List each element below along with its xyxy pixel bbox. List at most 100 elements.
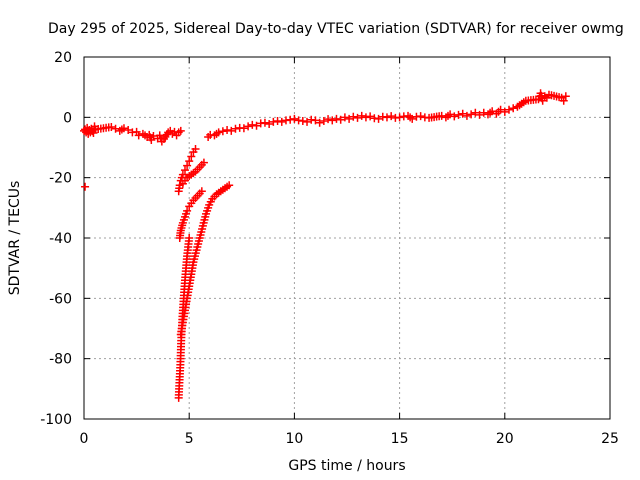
data-point-fill-0-88-2 [204, 203, 213, 212]
data-point-fill-0-87-3 [201, 212, 210, 221]
y-tick-label-4: -20 [49, 171, 72, 187]
data-point-0-100 [223, 126, 232, 135]
data-point-fill-0-143-1 [406, 113, 415, 122]
data-point-0-123 [319, 116, 328, 125]
data-point-fill-0-63-1 [177, 173, 186, 182]
data-point-0-128 [340, 113, 349, 122]
data-point-fill-0-57-1 [187, 199, 196, 208]
data-point-fill-0-53-2 [178, 221, 187, 230]
data-point-0-105 [244, 122, 253, 131]
chart-title: Day 295 of 2025, Sidereal Day-to-day VTE… [48, 21, 624, 37]
grid-lines [84, 57, 610, 419]
data-point-0-166 [509, 104, 518, 113]
data-point-fill-0-80-3 [182, 297, 191, 306]
data-point-fill-0-90-1 [210, 192, 219, 201]
data-point-0-66 [183, 161, 192, 170]
data-point-0-127 [336, 115, 345, 124]
data-point-0-118 [298, 116, 307, 125]
data-point-fill-0-15-1 [117, 125, 126, 134]
data-point-0-125 [328, 116, 337, 125]
data-point-fill-0-23-1 [146, 133, 155, 142]
data-point-fill-0-86-3 [198, 224, 207, 233]
data-point-fill-0-54-1 [179, 215, 188, 224]
data-point-0-122 [315, 118, 324, 127]
data-point-0-165 [505, 105, 514, 114]
x-axis-label: GPS time / hours [288, 458, 405, 474]
data-point-0-177 [559, 96, 568, 105]
data-point-0-155 [462, 111, 471, 120]
data-point-fill-0-61-1 [175, 184, 184, 193]
data-points [80, 89, 570, 402]
x-tick-label-1: 5 [185, 431, 194, 447]
data-point-fill-0-84-3 [191, 249, 200, 258]
data-point-fill-0-58-1 [191, 194, 200, 203]
data-point-0-70 [191, 145, 200, 154]
data-point-fill-0-160-1 [486, 108, 495, 117]
y-tick-label-0: -100 [40, 412, 72, 428]
data-point-0-67 [185, 157, 194, 166]
data-point-0-113 [277, 117, 286, 126]
data-point-0-0 [81, 182, 90, 191]
data-point-0-158 [475, 110, 484, 119]
data-point-0-146 [416, 112, 425, 121]
x-tick-label-5: 25 [601, 431, 619, 447]
data-point-0-154 [458, 109, 467, 118]
data-point-0-14 [111, 124, 120, 133]
data-point-fill-0-79-3 [180, 309, 189, 318]
data-point-fill-0-21-1 [141, 131, 150, 140]
data-point-fill-0-167-1 [515, 101, 524, 110]
data-point-0-99 [218, 127, 227, 136]
data-point-0-104 [239, 124, 248, 133]
y-axis-label: SDTVAR / TECUs [7, 181, 23, 296]
data-point-fill-0-171-2 [537, 94, 546, 103]
data-point-0-119 [303, 117, 312, 126]
data-point-0-109 [260, 118, 269, 127]
data-point-0-153 [454, 110, 463, 119]
y-tick-label-2: -60 [49, 291, 72, 307]
data-point-fill-0-83-3 [188, 261, 197, 270]
y-tick-label-6: 20 [54, 50, 72, 66]
data-point-0-132 [357, 111, 366, 120]
data-point-0-131 [353, 113, 362, 122]
data-point-fill-0-82-3 [186, 273, 195, 282]
data-point-0-136 [374, 114, 383, 123]
x-tick-label-2: 10 [285, 431, 303, 447]
data-point-fill-0-150-1 [443, 111, 452, 120]
data-point-fill-0-50-2 [184, 237, 193, 246]
data-point-0-178 [561, 92, 570, 101]
data-point-0-156 [467, 110, 476, 119]
data-point-fill-0-89-1 [206, 197, 215, 206]
data-point-0-126 [332, 114, 341, 123]
data-point-0-110 [265, 119, 274, 128]
data-point-fill-0-12-5 [104, 123, 113, 132]
data-point-0-124 [324, 115, 333, 124]
data-point-fill-0-73-1 [185, 172, 194, 181]
data-point-fill-0-52-2 [176, 228, 185, 237]
data-point-0-138 [382, 113, 391, 122]
data-point-fill-0-76-1 [197, 160, 206, 169]
data-point-0-107 [252, 121, 261, 130]
axis-ticks: 0 5 10 15 20 25 -100 -80 -60 -40 -20 0 20 [40, 50, 619, 447]
data-point-0-102 [231, 124, 240, 133]
data-point-fill-0-74-1 [189, 169, 198, 178]
data-point-fill-0-4-1 [83, 126, 92, 135]
data-point-0-106 [248, 120, 257, 129]
data-point-fill-0-29-2 [162, 130, 171, 139]
y-tick-label-5: 0 [63, 110, 72, 126]
data-point-0-121 [311, 116, 320, 125]
data-point-fill-0-78-3 [178, 321, 187, 330]
data-point-0-157 [471, 108, 480, 117]
data-point-0-116 [290, 114, 299, 123]
y-tick-label-1: -80 [49, 352, 72, 368]
plot-frame [83, 56, 611, 420]
x-tick-label-0: 0 [80, 431, 89, 447]
data-point-fill-0-148-4 [435, 112, 444, 121]
data-point-fill-0-85-3 [194, 237, 203, 246]
data-point-fill-0-91-1 [214, 188, 223, 197]
data-point-fill-0-59-1 [195, 189, 204, 198]
data-point-fill-0-175-4 [555, 93, 564, 102]
data-point-0-101 [227, 126, 236, 135]
data-point-0-68 [187, 152, 196, 161]
data-point-0-112 [273, 116, 282, 125]
